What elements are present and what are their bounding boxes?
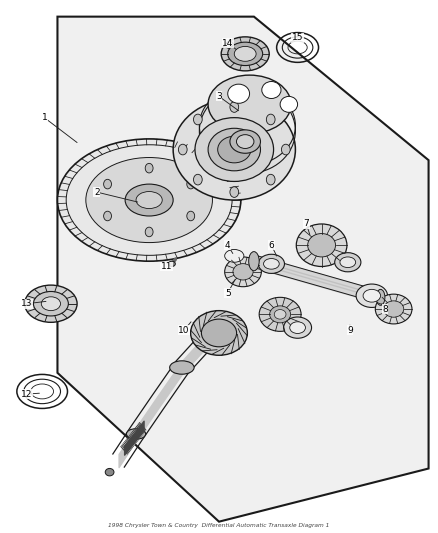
- Circle shape: [145, 227, 153, 237]
- Circle shape: [178, 144, 187, 155]
- Ellipse shape: [41, 297, 60, 311]
- Ellipse shape: [280, 96, 297, 112]
- Ellipse shape: [136, 191, 162, 208]
- Ellipse shape: [262, 82, 281, 99]
- Ellipse shape: [237, 135, 254, 149]
- Polygon shape: [57, 17, 428, 522]
- Ellipse shape: [86, 158, 212, 243]
- Ellipse shape: [284, 317, 311, 338]
- Ellipse shape: [25, 285, 77, 322]
- Circle shape: [194, 114, 202, 125]
- Ellipse shape: [208, 75, 291, 134]
- Circle shape: [266, 114, 275, 125]
- Text: 6: 6: [268, 241, 274, 250]
- Ellipse shape: [264, 259, 279, 269]
- Circle shape: [145, 164, 153, 173]
- Ellipse shape: [363, 289, 381, 302]
- Circle shape: [104, 211, 112, 221]
- Ellipse shape: [270, 306, 290, 323]
- Ellipse shape: [201, 319, 237, 347]
- Ellipse shape: [225, 249, 244, 262]
- Ellipse shape: [195, 118, 274, 181]
- Ellipse shape: [57, 139, 241, 261]
- Ellipse shape: [249, 252, 259, 271]
- Ellipse shape: [105, 469, 114, 476]
- Ellipse shape: [33, 292, 68, 316]
- Ellipse shape: [384, 301, 404, 317]
- Text: 1: 1: [42, 113, 47, 122]
- Ellipse shape: [230, 130, 261, 154]
- Text: 4: 4: [225, 241, 230, 250]
- Circle shape: [230, 187, 239, 197]
- Ellipse shape: [259, 297, 301, 332]
- Ellipse shape: [335, 253, 361, 272]
- Ellipse shape: [125, 184, 173, 216]
- Ellipse shape: [258, 254, 285, 273]
- Ellipse shape: [290, 322, 305, 334]
- Ellipse shape: [356, 284, 388, 308]
- Text: 9: 9: [347, 326, 353, 335]
- Ellipse shape: [127, 429, 146, 439]
- Circle shape: [104, 179, 112, 189]
- Ellipse shape: [218, 136, 251, 163]
- Ellipse shape: [296, 224, 347, 266]
- Ellipse shape: [274, 310, 286, 319]
- Text: 12: 12: [21, 390, 32, 399]
- Ellipse shape: [233, 264, 253, 280]
- Ellipse shape: [226, 250, 243, 262]
- Circle shape: [187, 179, 194, 189]
- Ellipse shape: [225, 257, 261, 287]
- Text: 13: 13: [21, 299, 33, 308]
- Circle shape: [230, 102, 239, 112]
- Circle shape: [194, 174, 202, 185]
- Circle shape: [282, 144, 290, 155]
- Circle shape: [187, 211, 194, 221]
- Ellipse shape: [307, 233, 336, 257]
- Ellipse shape: [168, 261, 175, 266]
- Text: 10: 10: [178, 326, 190, 335]
- Ellipse shape: [191, 311, 247, 356]
- Text: 7: 7: [304, 220, 309, 229]
- Ellipse shape: [173, 99, 295, 200]
- Ellipse shape: [221, 37, 269, 71]
- Text: 3: 3: [216, 92, 222, 101]
- Ellipse shape: [228, 84, 250, 103]
- Ellipse shape: [375, 294, 412, 324]
- Text: 2: 2: [94, 188, 99, 197]
- Ellipse shape: [208, 128, 261, 171]
- Ellipse shape: [376, 289, 385, 305]
- Ellipse shape: [340, 257, 356, 268]
- Circle shape: [266, 174, 275, 185]
- Text: 14: 14: [222, 39, 233, 48]
- Text: 5: 5: [225, 288, 231, 297]
- Text: 15: 15: [292, 34, 304, 43]
- Ellipse shape: [234, 46, 256, 61]
- Text: 1998 Chrysler Town & Country  Differential Automatic Transaxle Diagram 1: 1998 Chrysler Town & Country Differentia…: [108, 523, 330, 528]
- Text: 8: 8: [382, 304, 388, 313]
- Text: 11: 11: [161, 262, 173, 271]
- Ellipse shape: [228, 42, 263, 66]
- Ellipse shape: [170, 361, 194, 374]
